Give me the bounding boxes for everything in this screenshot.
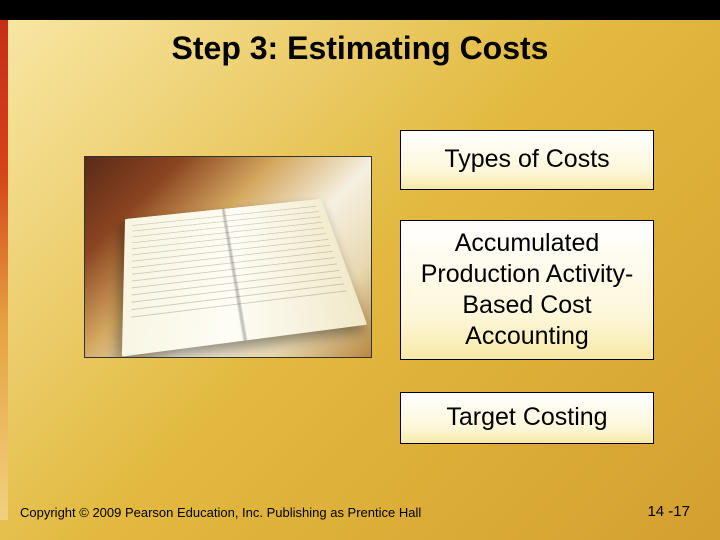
accumulated-production-box: Accumulated Production Activity-Based Co…: [400, 220, 654, 360]
copyright-text: Copyright © 2009 Pearson Education, Inc.…: [20, 505, 421, 520]
left-accent-bar: [0, 20, 8, 520]
top-bar: [0, 0, 720, 20]
types-of-costs-label: Types of Costs: [444, 144, 609, 175]
accumulated-production-label: Accumulated Production Activity-Based Co…: [411, 228, 643, 353]
target-costing-label: Target Costing: [446, 402, 607, 433]
ledger-photo: [84, 156, 372, 358]
types-of-costs-box: Types of Costs: [400, 130, 654, 190]
page-number: 14 -17: [647, 503, 690, 520]
page-lines: [131, 206, 355, 345]
book-illustration: [122, 199, 367, 357]
slide-title: Step 3: Estimating Costs: [0, 30, 720, 67]
slide: Step 3: Estimating Costs Types of Costs …: [0, 0, 720, 540]
target-costing-box: Target Costing: [400, 392, 654, 444]
